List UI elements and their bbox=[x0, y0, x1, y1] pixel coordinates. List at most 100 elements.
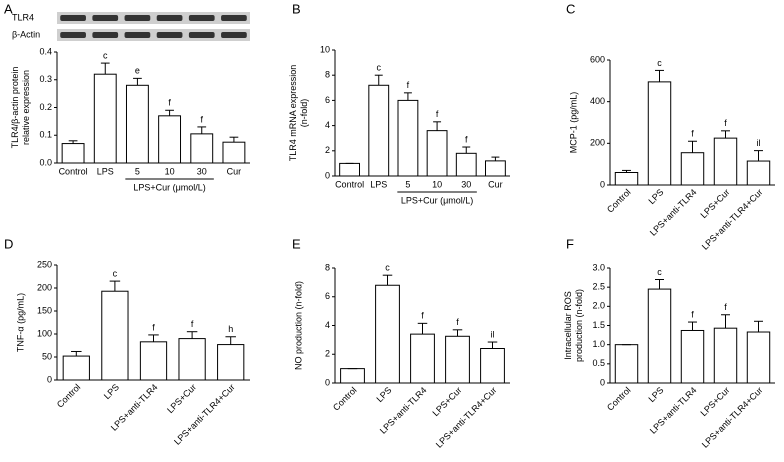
bar bbox=[614, 344, 639, 384]
x-tick-label: Cur bbox=[227, 166, 242, 176]
significance-label: f bbox=[421, 311, 424, 321]
blot-label: β-Actin bbox=[12, 29, 40, 39]
blot-band bbox=[221, 32, 247, 38]
blot-band bbox=[188, 15, 215, 21]
x-tick-label: Control bbox=[335, 179, 364, 189]
bar bbox=[217, 344, 245, 381]
panel-letter: B bbox=[292, 1, 301, 16]
bar bbox=[746, 331, 771, 384]
panel-letter: E bbox=[292, 236, 301, 251]
group-label: LPS+Cur (μmol/L) bbox=[133, 182, 205, 192]
panel-letter: D bbox=[4, 236, 13, 251]
y-tick-label: 0 bbox=[47, 374, 52, 384]
significance-label: c bbox=[657, 267, 662, 277]
y-tick-label: 150 bbox=[37, 305, 52, 315]
y-tick-label: 3.0 bbox=[592, 262, 605, 272]
y-tick-label: 6 bbox=[325, 291, 330, 301]
significance-label: f bbox=[168, 98, 171, 108]
significance-label: f bbox=[691, 129, 694, 139]
bar bbox=[410, 333, 435, 384]
bar bbox=[614, 172, 639, 186]
y-tick-label: 4 bbox=[325, 120, 330, 130]
y-tick-label: 8 bbox=[325, 262, 330, 272]
significance-label: f bbox=[200, 114, 203, 124]
y-tick-label: 2 bbox=[325, 349, 330, 359]
y-tick-label: 0 bbox=[600, 179, 605, 189]
bar bbox=[480, 348, 505, 384]
x-tick-label: Control bbox=[605, 187, 633, 215]
y-axis-label: MCP-1 (pg/mL) bbox=[568, 92, 578, 154]
blot-band bbox=[60, 15, 86, 21]
bar bbox=[339, 162, 360, 177]
bar bbox=[125, 84, 149, 164]
y-tick-label: 50 bbox=[42, 351, 52, 361]
bar bbox=[647, 288, 672, 384]
y-tick-label: 100 bbox=[37, 328, 52, 338]
blot-band bbox=[92, 15, 119, 21]
x-tick-label: 10 bbox=[432, 179, 442, 189]
x-tick-label: LPS+anti-TLR4+Cur bbox=[700, 187, 765, 252]
bar bbox=[101, 290, 129, 381]
blot-band bbox=[156, 15, 183, 21]
x-tick-label: LPS+Cur bbox=[699, 187, 732, 220]
y-axis-label: Intracellular ROS bbox=[563, 291, 573, 360]
blot-band bbox=[188, 32, 215, 38]
y-tick-label: 0 bbox=[325, 377, 330, 387]
x-tick-label: Control bbox=[331, 385, 359, 413]
y-tick-label: 200 bbox=[37, 282, 52, 292]
x-tick-label: 30 bbox=[197, 166, 207, 176]
y-tick-label: 0 bbox=[600, 377, 605, 387]
bar bbox=[397, 99, 419, 177]
bar bbox=[340, 368, 365, 384]
bar bbox=[222, 141, 246, 164]
y-tick-label: 0.5 bbox=[592, 358, 605, 368]
y-tick-label: 0 bbox=[325, 170, 330, 180]
bar bbox=[178, 338, 206, 381]
x-tick-label: Control bbox=[605, 385, 633, 413]
blot-band bbox=[92, 32, 119, 38]
significance-label: c bbox=[385, 263, 390, 273]
x-tick-label: LPS bbox=[102, 382, 121, 401]
bar bbox=[455, 152, 477, 177]
x-tick-label: LPS+Cur bbox=[699, 385, 732, 418]
bar bbox=[746, 160, 771, 186]
y-tick-label: 400 bbox=[590, 96, 605, 106]
x-tick-label: LPS+anti-TLR4+Cur bbox=[700, 385, 765, 450]
bar bbox=[713, 327, 738, 384]
x-tick-label: Control bbox=[55, 382, 83, 410]
y-axis-label: relative expression bbox=[21, 70, 31, 145]
bar bbox=[61, 143, 85, 164]
significance-label: h bbox=[228, 324, 233, 334]
significance-label: f bbox=[724, 302, 727, 312]
y-axis-label: TNF-α (pg/mL) bbox=[15, 293, 25, 352]
bar bbox=[426, 130, 448, 177]
bar bbox=[368, 84, 390, 177]
panel-letter: C bbox=[566, 1, 575, 16]
bar bbox=[680, 152, 705, 186]
bar bbox=[158, 115, 182, 164]
blot-band bbox=[156, 32, 183, 38]
blot-label: TLR4 bbox=[12, 12, 34, 22]
significance-label: il bbox=[491, 329, 495, 339]
y-tick-label: 2 bbox=[325, 145, 330, 155]
x-tick-label: LPS bbox=[370, 179, 387, 189]
blot-band bbox=[221, 15, 247, 21]
significance-label: c bbox=[377, 63, 382, 73]
bar bbox=[680, 329, 705, 384]
bar bbox=[93, 73, 117, 164]
significance-label: e bbox=[135, 66, 140, 76]
y-tick-label: 0.1 bbox=[39, 130, 52, 140]
significance-label: c bbox=[103, 50, 108, 60]
bar bbox=[485, 160, 506, 177]
x-tick-label: LPS+anti-TLR4+Cur bbox=[434, 385, 499, 450]
y-tick-label: 4 bbox=[325, 320, 330, 330]
y-tick-label: 2.5 bbox=[592, 282, 605, 292]
y-tick-label: 0.2 bbox=[39, 102, 52, 112]
y-tick-label: 6 bbox=[325, 95, 330, 105]
y-tick-label: 600 bbox=[590, 54, 605, 64]
bar bbox=[375, 284, 400, 384]
blot-band bbox=[124, 32, 151, 38]
x-tick-label: 10 bbox=[165, 166, 175, 176]
x-tick-label: 5 bbox=[405, 179, 410, 189]
